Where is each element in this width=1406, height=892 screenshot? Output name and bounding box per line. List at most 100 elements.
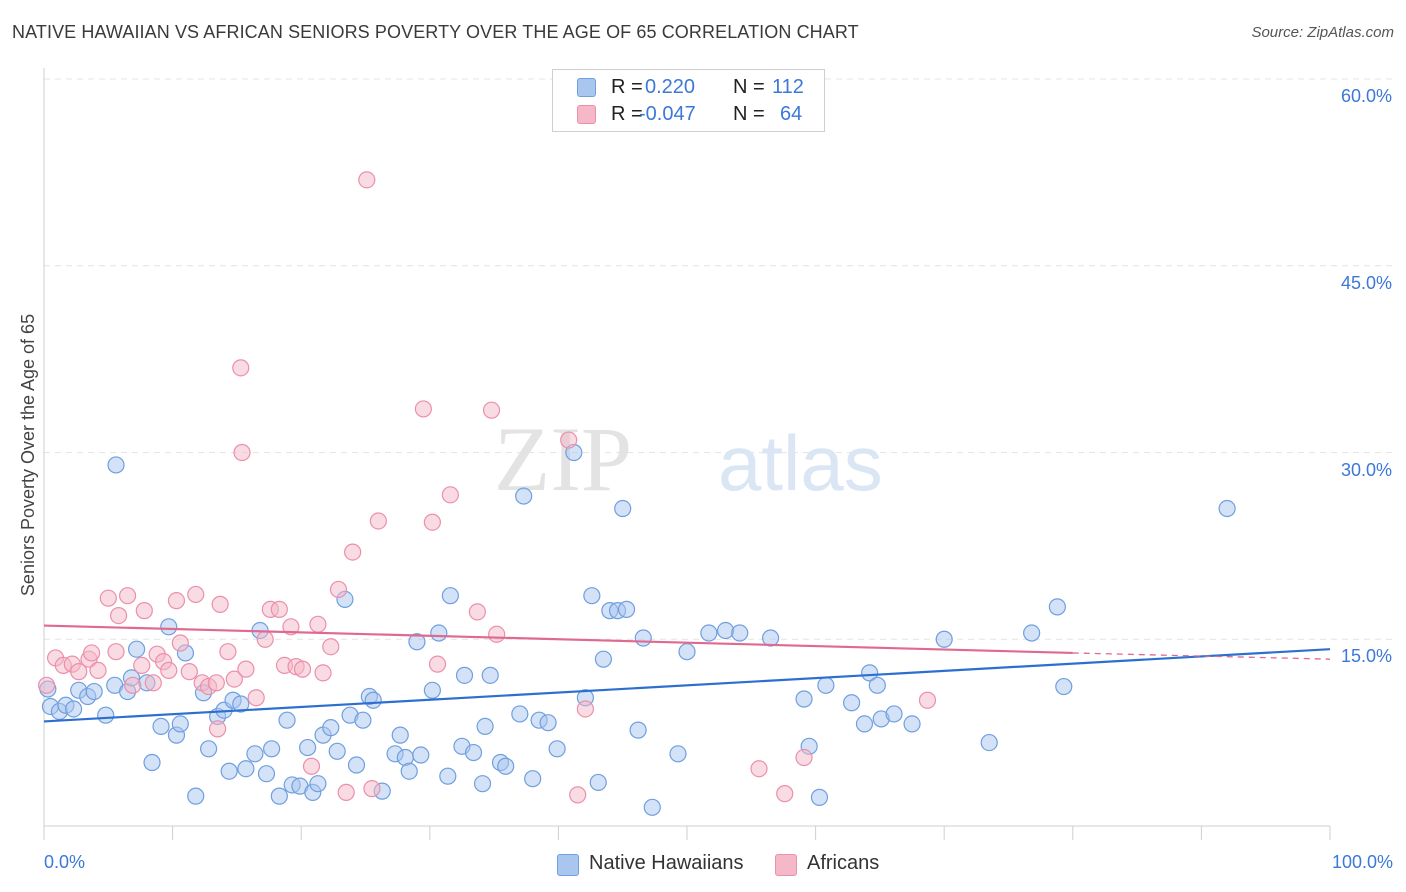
data-point xyxy=(337,783,355,801)
data-point xyxy=(455,666,474,684)
data-point xyxy=(257,765,276,783)
data-point xyxy=(1055,677,1073,696)
data-point xyxy=(439,767,457,785)
y-tick-label: 60.0% xyxy=(1340,86,1392,106)
data-point xyxy=(761,629,780,647)
data-point xyxy=(428,655,447,673)
data-point xyxy=(220,762,238,780)
data-point xyxy=(511,705,529,723)
data-point xyxy=(473,775,492,793)
data-point xyxy=(464,743,483,762)
data-point xyxy=(918,691,937,709)
data-point xyxy=(576,700,595,718)
data-point xyxy=(256,630,274,648)
data-point xyxy=(124,676,142,694)
data-point xyxy=(309,615,327,633)
data-point xyxy=(980,733,998,752)
data-point xyxy=(328,742,346,760)
data-point xyxy=(135,602,153,620)
data-point xyxy=(795,748,813,767)
bottom-legend-swatch-native-hawaiians xyxy=(557,854,579,876)
data-point xyxy=(143,753,161,772)
data-point xyxy=(617,600,636,618)
data-point xyxy=(539,714,557,732)
watermark: ZIP atlas xyxy=(494,408,883,510)
legend-r-value: -0.047 xyxy=(639,103,696,125)
data-point xyxy=(488,625,506,643)
data-point xyxy=(82,644,101,662)
y-tick-label: 15.0% xyxy=(1340,646,1392,667)
data-point xyxy=(89,661,107,679)
data-point xyxy=(171,715,189,733)
data-point xyxy=(232,695,250,713)
data-point xyxy=(885,705,903,723)
data-point xyxy=(868,676,886,694)
data-point xyxy=(441,587,459,605)
data-point xyxy=(629,721,647,739)
data-point xyxy=(347,756,366,774)
data-point xyxy=(329,580,348,599)
data-point xyxy=(97,706,115,724)
data-point xyxy=(270,787,288,805)
data-point xyxy=(468,603,486,621)
data-point xyxy=(810,788,829,806)
data-point xyxy=(37,676,56,694)
data-point xyxy=(669,745,687,763)
data-point xyxy=(225,670,243,688)
data-point xyxy=(309,775,327,793)
data-point xyxy=(363,780,381,798)
data-point xyxy=(1023,624,1041,642)
data-point xyxy=(776,785,794,803)
data-point xyxy=(903,715,921,733)
data-point xyxy=(322,638,340,656)
stats-legend: R = 0.220 N = 112 R = -0.047 N = 64 xyxy=(552,69,825,132)
data-point xyxy=(731,624,749,642)
data-point xyxy=(1218,499,1236,518)
y-tick-label: 45.0% xyxy=(1340,272,1392,293)
x-tick-label-min: 0.0% xyxy=(44,852,86,872)
data-point xyxy=(548,740,566,758)
data-point xyxy=(107,643,125,661)
watermark-atlas: atlas xyxy=(718,419,883,507)
data-point xyxy=(634,629,652,647)
data-point xyxy=(278,711,296,729)
data-point xyxy=(344,543,362,561)
data-point xyxy=(400,762,418,780)
data-point xyxy=(482,401,501,419)
data-point xyxy=(614,499,632,518)
series-africans xyxy=(37,171,937,804)
data-point xyxy=(515,487,533,505)
data-point xyxy=(187,787,205,805)
data-point xyxy=(314,664,332,682)
data-point xyxy=(232,359,250,377)
grid-lines xyxy=(44,78,1393,640)
data-point xyxy=(391,726,409,744)
data-point xyxy=(364,691,382,709)
legend-n-label: N = xyxy=(733,76,765,98)
data-point xyxy=(133,656,151,674)
legend-r-label: R = xyxy=(611,76,643,98)
y-axis-label: Seniors Poverty Over the Age of 65 xyxy=(18,313,38,597)
legend-swatch-native-hawaiians xyxy=(577,78,596,97)
data-point xyxy=(118,587,137,605)
data-point xyxy=(497,757,515,775)
data-point xyxy=(369,512,387,530)
data-point xyxy=(293,660,312,678)
data-point xyxy=(263,740,281,758)
chart-title: NATIVE HAWAIIAN VS AFRICAN SENIORS POVER… xyxy=(12,22,859,42)
data-point xyxy=(171,634,189,652)
data-point xyxy=(795,690,813,708)
data-point xyxy=(583,587,601,605)
watermark-zip: ZIP xyxy=(494,408,632,510)
data-point xyxy=(1048,598,1066,616)
data-point xyxy=(750,760,768,778)
data-point xyxy=(594,650,613,668)
data-point xyxy=(187,585,205,604)
data-point xyxy=(237,660,255,678)
trend-line xyxy=(43,648,1331,723)
data-point xyxy=(476,717,494,736)
y-tick-label: 30.0% xyxy=(1340,459,1392,480)
data-point xyxy=(817,676,835,694)
data-point xyxy=(282,618,300,636)
